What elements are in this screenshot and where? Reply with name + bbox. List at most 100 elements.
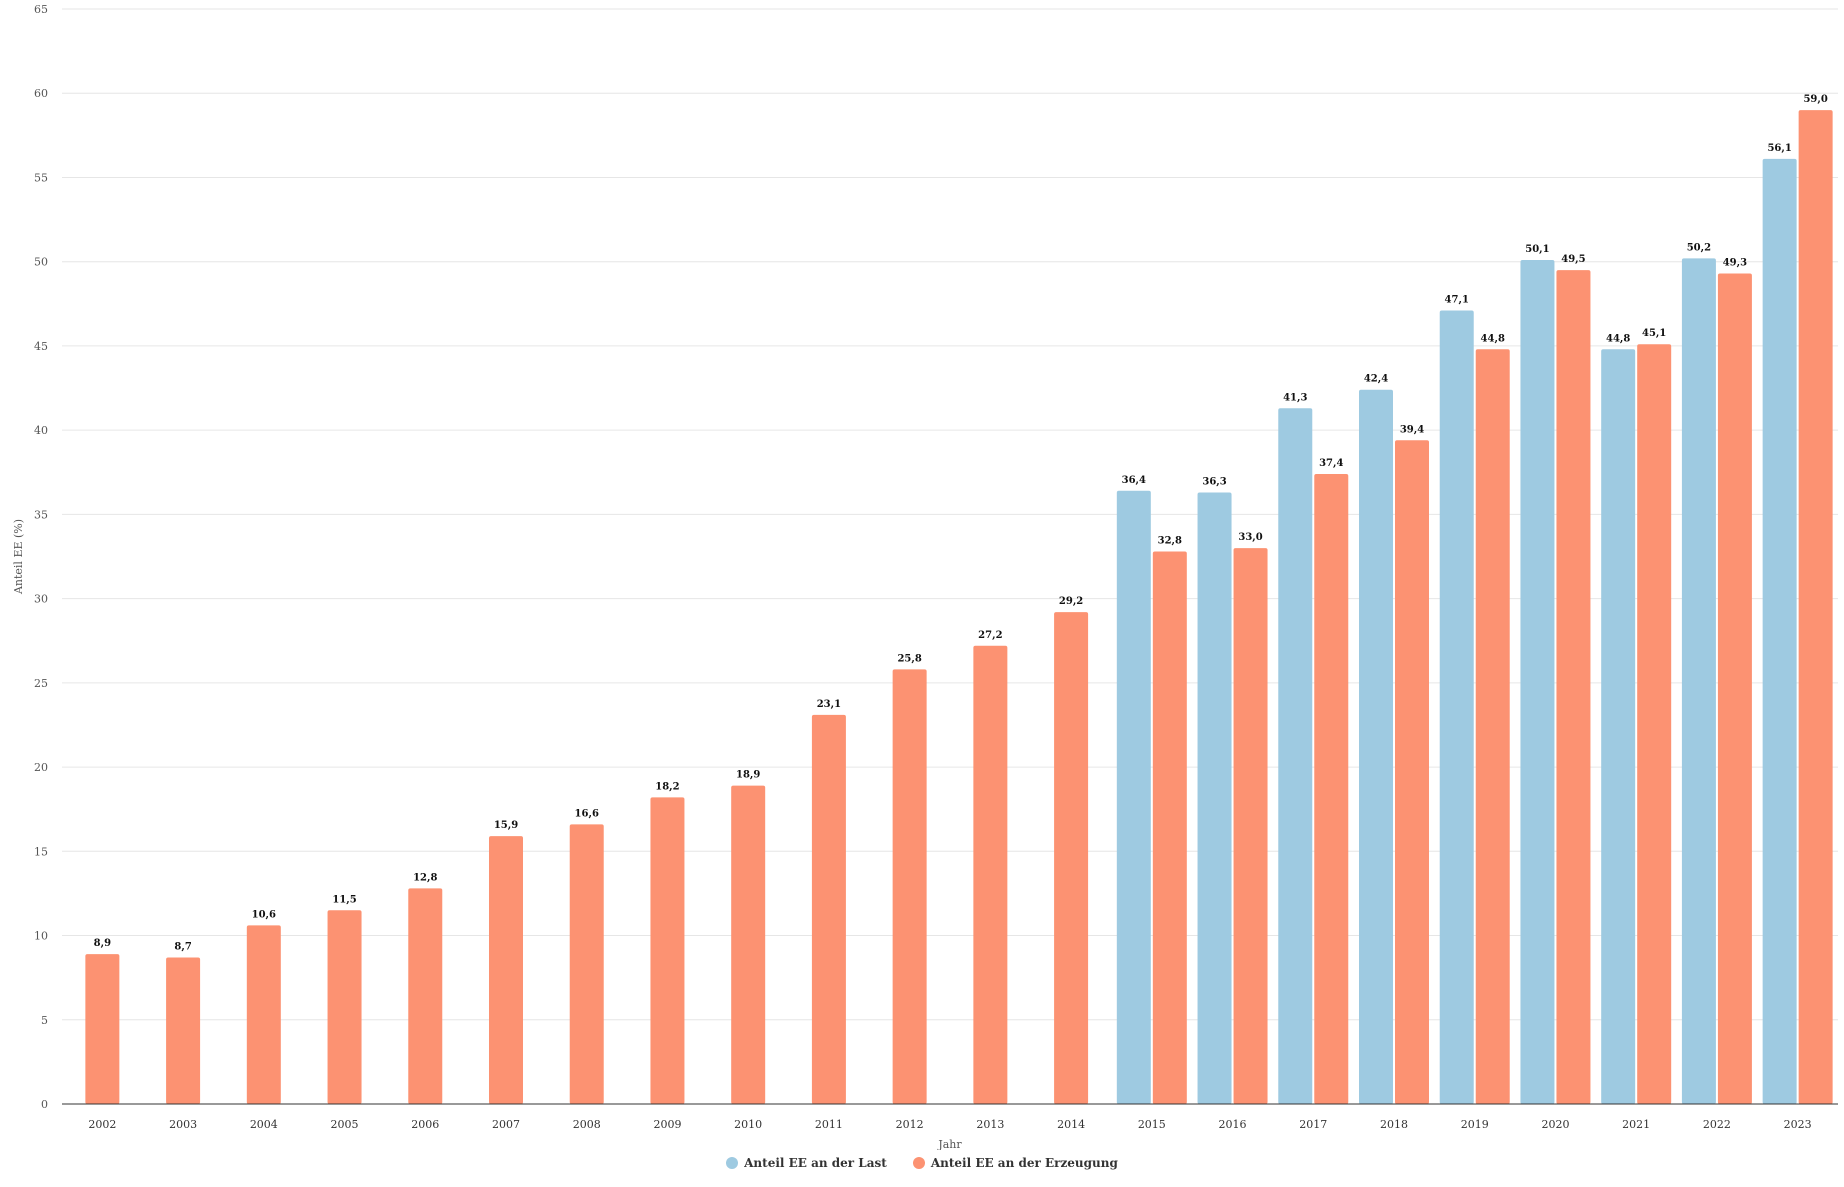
legend-marker-erzeugung	[912, 1157, 925, 1169]
bar-erzeugung-2004[interactable]	[246, 925, 281, 1104]
data-label-erzeugung-2011: 23,1	[817, 699, 841, 710]
bar-erzeugung-2005[interactable]	[327, 910, 362, 1104]
bar-last-2017[interactable]	[1278, 408, 1313, 1104]
data-label-last-2021: 44,8	[1606, 333, 1630, 344]
data-label-erzeugung-2002: 8,9	[94, 938, 111, 949]
data-label-erzeugung-2018: 39,4	[1400, 424, 1424, 435]
bar-erzeugung-2019[interactable]	[1475, 349, 1510, 1104]
bars	[85, 110, 1833, 1105]
y-tick-label: 45	[34, 340, 48, 353]
bar-erzeugung-2011[interactable]	[811, 714, 846, 1104]
bar-erzeugung-2017[interactable]	[1314, 473, 1349, 1104]
x-tick-label: 2011	[815, 1118, 843, 1131]
x-axis-ticks: 2002 2003 2004 2005 2006 2007 2008 2009 2010 2011…	[88, 1118, 1811, 1131]
bar-erzeugung-2012[interactable]	[892, 669, 927, 1104]
bar-erzeugung-2013[interactable]	[973, 645, 1008, 1104]
data-label-erzeugung-2007: 15,9	[494, 820, 518, 831]
y-tick-label: 50	[34, 256, 48, 269]
data-label-last-2020: 50,1	[1525, 244, 1549, 255]
x-tick-label: 2022	[1703, 1118, 1731, 1131]
x-tick-label: 2023	[1784, 1118, 1812, 1131]
x-tick-label: 2015	[1138, 1118, 1166, 1131]
bar-erzeugung-2003[interactable]	[166, 957, 201, 1104]
data-label-last-2015: 36,4	[1122, 475, 1146, 486]
data-label-erzeugung-2012: 25,8	[897, 653, 921, 664]
bar-erzeugung-2007[interactable]	[489, 836, 523, 1104]
data-label-erzeugung-2008: 16,6	[575, 808, 599, 819]
x-tick-label: 2019	[1461, 1118, 1489, 1131]
x-tick-label: 2009	[653, 1118, 681, 1131]
bar-erzeugung-2021[interactable]	[1637, 344, 1672, 1104]
bar-last-2016[interactable]	[1197, 492, 1232, 1104]
bar-erzeugung-2006[interactable]	[408, 888, 443, 1104]
legend-item-erzeugung[interactable]: Anteil EE an der Erzeugung	[912, 1156, 1118, 1170]
data-label-last-2017: 41,3	[1283, 392, 1307, 403]
data-labels: 8,9 8,7 10,6 11,5 12,8 15,9 16,6 18,2 18,9 23,1 25…	[94, 94, 1828, 952]
bar-last-2023[interactable]	[1762, 158, 1797, 1104]
legend-label-erzeugung: Anteil EE an der Erzeugung	[930, 1156, 1118, 1170]
bar-last-2021[interactable]	[1601, 349, 1636, 1104]
x-tick-label: 2014	[1057, 1118, 1085, 1131]
x-tick-label: 2005	[331, 1118, 359, 1131]
data-label-last-2016: 36,3	[1202, 476, 1226, 487]
bar-last-2018[interactable]	[1359, 389, 1393, 1104]
y-axis-ticks: 0 5 10 15 20 25 30 35 40 45 50 55 60 65	[34, 3, 48, 1111]
y-tick-label: 60	[34, 87, 48, 100]
data-label-erzeugung-2014: 29,2	[1059, 596, 1083, 607]
data-label-erzeugung-2003: 8,7	[174, 941, 191, 952]
data-label-erzeugung-2021: 45,1	[1642, 328, 1666, 339]
data-label-erzeugung-2015: 32,8	[1158, 535, 1182, 546]
bar-erzeugung-2009[interactable]	[650, 797, 685, 1104]
bar-erzeugung-2022[interactable]	[1717, 273, 1752, 1104]
bar-erzeugung-2002[interactable]	[85, 954, 120, 1104]
bar-erzeugung-2018[interactable]	[1395, 440, 1429, 1104]
data-label-erzeugung-2020: 49,5	[1561, 254, 1585, 265]
data-label-last-2022: 50,2	[1687, 242, 1711, 253]
bar-erzeugung-2014[interactable]	[1054, 612, 1089, 1104]
y-tick-label: 30	[34, 593, 48, 606]
data-label-erzeugung-2010: 18,9	[736, 770, 760, 781]
x-tick-label: 2002	[88, 1118, 116, 1131]
y-tick-label: 10	[34, 930, 48, 943]
y-tick-label: 55	[34, 171, 48, 184]
data-label-last-2019: 47,1	[1445, 295, 1469, 306]
bar-last-2015[interactable]	[1116, 490, 1151, 1104]
bar-erzeugung-2008[interactable]	[569, 824, 604, 1104]
bar-erzeugung-2020[interactable]	[1556, 270, 1591, 1105]
x-tick-label: 2012	[896, 1118, 924, 1131]
x-tick-label: 2018	[1380, 1118, 1408, 1131]
data-label-erzeugung-2017: 37,4	[1319, 458, 1343, 469]
data-label-erzeugung-2006: 12,8	[413, 872, 437, 883]
y-tick-label: 65	[34, 3, 48, 16]
y-tick-label: 20	[34, 761, 48, 774]
x-tick-label: 2017	[1299, 1118, 1327, 1131]
data-label-erzeugung-2009: 18,2	[655, 781, 679, 792]
bar-last-2019[interactable]	[1439, 310, 1474, 1104]
bar-erzeugung-2016[interactable]	[1233, 548, 1268, 1104]
bar-chart: 0 5 10 15 20 25 30 35 40 45 50 55 60 65 8,9 8,7 10,6 11,…	[12, 3, 1838, 1150]
data-label-last-2023: 56,1	[1767, 143, 1791, 154]
x-axis-title: Jahr	[937, 1138, 962, 1150]
data-label-erzeugung-2005: 11,5	[332, 894, 356, 905]
x-tick-label: 2016	[1219, 1118, 1247, 1131]
x-tick-label: 2006	[411, 1118, 439, 1131]
x-tick-label: 2007	[492, 1118, 520, 1131]
x-tick-label: 2008	[573, 1118, 601, 1131]
bar-erzeugung-2015[interactable]	[1152, 551, 1187, 1104]
data-label-last-2018: 42,4	[1364, 374, 1388, 385]
bar-erzeugung-2023[interactable]	[1798, 110, 1833, 1105]
y-tick-label: 25	[34, 677, 48, 690]
legend-marker-last	[726, 1157, 739, 1169]
bar-erzeugung-2010[interactable]	[731, 785, 766, 1104]
y-tick-label: 0	[41, 1098, 48, 1111]
y-tick-label: 40	[34, 424, 48, 437]
data-label-erzeugung-2004: 10,6	[252, 909, 276, 920]
bar-last-2020[interactable]	[1520, 260, 1555, 1104]
x-tick-label: 2021	[1622, 1118, 1650, 1131]
y-tick-label: 15	[34, 845, 48, 858]
legend: Anteil EE an der Last Anteil EE an der E…	[0, 1156, 1844, 1170]
y-tick-label: 5	[41, 1014, 48, 1027]
legend-item-last[interactable]: Anteil EE an der Last	[726, 1156, 887, 1170]
x-tick-label: 2004	[250, 1118, 278, 1131]
bar-last-2022[interactable]	[1681, 258, 1716, 1104]
